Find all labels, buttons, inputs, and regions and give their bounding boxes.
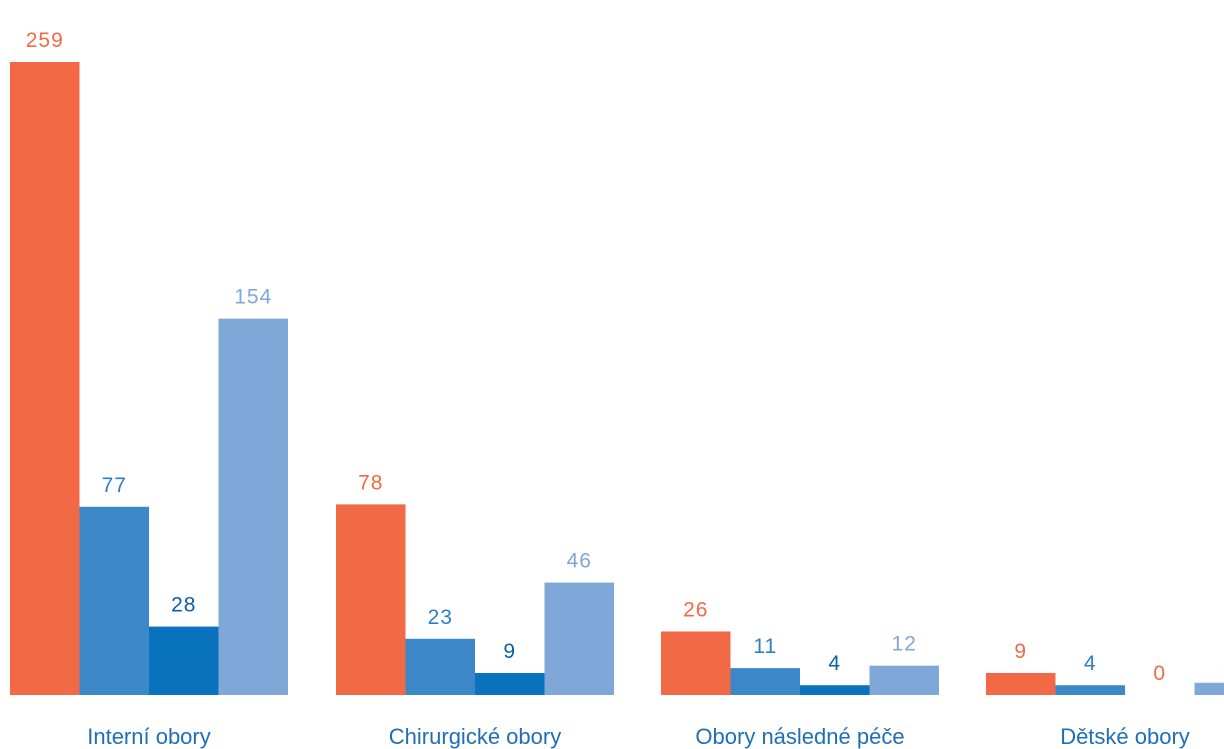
- data-label: 154: [234, 286, 272, 309]
- bar-group: 9 4 0 5: [986, 640, 1224, 695]
- bar: [475, 673, 545, 695]
- bar: [544, 582, 614, 695]
- category-label: Obory následné péče: [695, 724, 904, 749]
- bar-group: 78 23 9 46: [336, 471, 614, 695]
- data-label: 0: [1153, 662, 1166, 685]
- data-label: 4: [828, 652, 841, 675]
- data-label: 46: [567, 550, 592, 573]
- bar: [79, 506, 149, 695]
- bar: [661, 631, 731, 695]
- data-label: 78: [358, 471, 383, 494]
- bar: [405, 638, 475, 695]
- bar-group: 259 77 28 154: [10, 29, 288, 695]
- data-label: 9: [1014, 640, 1027, 663]
- bar: [1194, 682, 1224, 695]
- bar: [986, 673, 1056, 695]
- data-label: 28: [171, 594, 196, 617]
- data-label: 23: [428, 606, 453, 629]
- category-label: Interní obory: [87, 724, 211, 749]
- data-label: 26: [683, 598, 708, 621]
- data-label: 259: [26, 29, 64, 52]
- bar: [336, 504, 406, 695]
- data-label: 5: [1223, 650, 1224, 673]
- bar: [869, 665, 939, 695]
- bar: [1055, 685, 1125, 695]
- bar: [218, 318, 288, 695]
- category-label: Chirurgické obory: [389, 724, 561, 749]
- bar: [149, 626, 219, 695]
- data-label: 4: [1084, 652, 1097, 675]
- data-label: 12: [892, 633, 917, 656]
- bar: [800, 685, 870, 695]
- category-label: Dětské obory: [1060, 724, 1190, 749]
- data-label: 9: [503, 640, 516, 663]
- bar-group: 26 11 4 12: [661, 598, 939, 695]
- data-label: 11: [753, 635, 777, 658]
- data-label: 77: [102, 474, 127, 497]
- bar: [730, 668, 800, 695]
- bar: [10, 62, 80, 695]
